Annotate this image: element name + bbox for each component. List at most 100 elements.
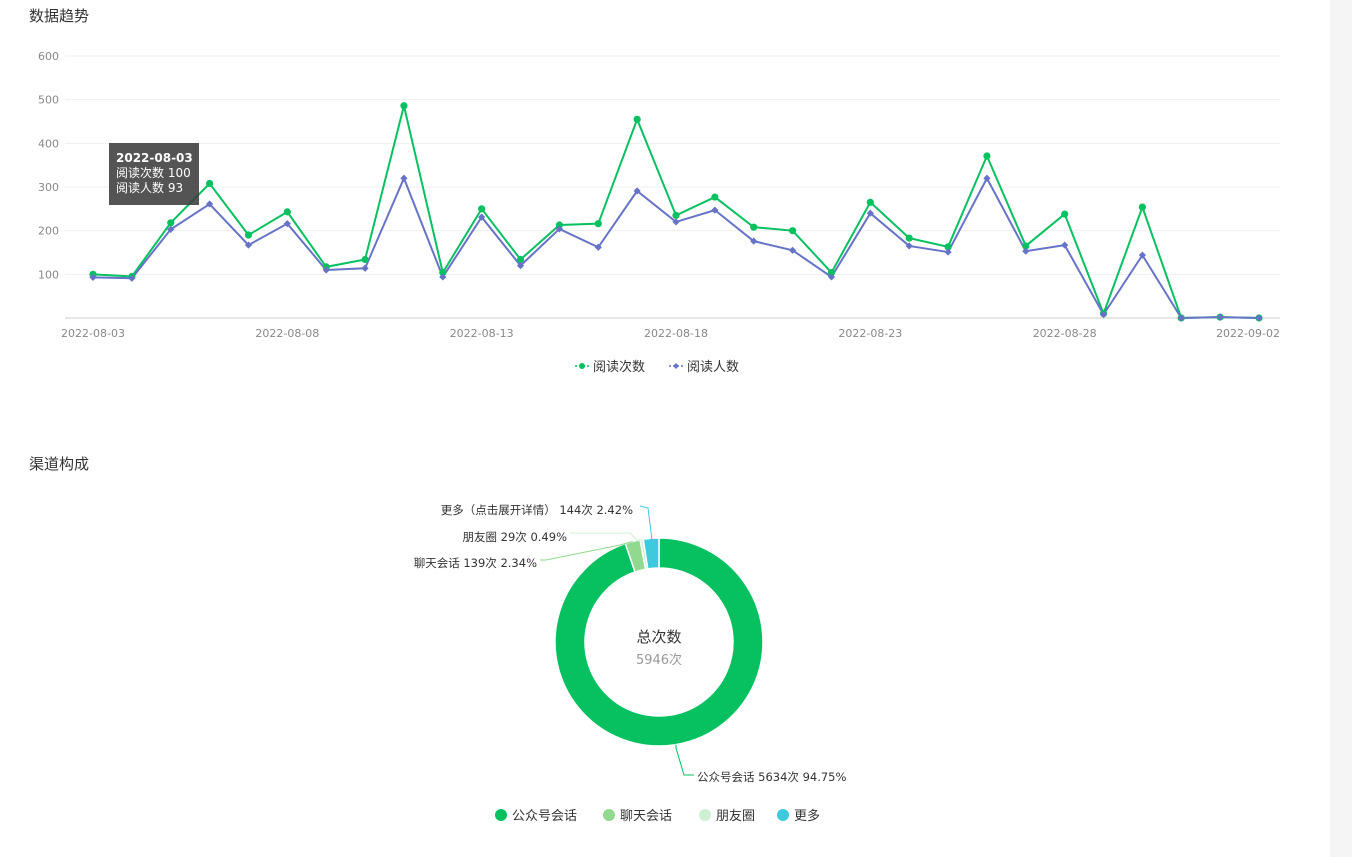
series2-point[interactable] xyxy=(400,174,408,182)
series2-point[interactable] xyxy=(983,174,991,182)
donut-center-label: 总次数 xyxy=(636,628,681,646)
series1-point[interactable] xyxy=(400,102,408,110)
series2-point[interactable] xyxy=(789,246,797,254)
trend-section-title: 数据趋势 xyxy=(29,7,90,25)
x-tick-label: 2022-08-03 xyxy=(61,327,125,340)
legend-slice-label-1[interactable]: 公众号会话 xyxy=(512,809,577,824)
series1-point[interactable] xyxy=(361,255,369,264)
series2-point[interactable] xyxy=(1216,313,1224,321)
y-tick-label: 600 xyxy=(38,50,59,63)
callout-label-1: 公众号会话 5634次 94.75% xyxy=(697,770,846,784)
series1-point[interactable] xyxy=(944,243,952,251)
series1-point[interactable] xyxy=(789,227,797,235)
series2-point[interactable] xyxy=(516,262,525,270)
callout-line-2 xyxy=(540,540,633,561)
series2-point[interactable] xyxy=(711,206,719,214)
series1-point[interactable] xyxy=(827,268,836,277)
series2-point[interactable] xyxy=(167,225,175,233)
series2-point[interactable] xyxy=(439,273,447,281)
x-tick-label: 2022-08-08 xyxy=(255,327,319,340)
series1-point[interactable] xyxy=(905,234,913,242)
legend-series1-label[interactable]: 阅读次数 xyxy=(593,359,645,375)
x-tick-label: 2022-08-13 xyxy=(450,327,514,340)
series1-point[interactable] xyxy=(439,268,447,277)
series2-point[interactable] xyxy=(944,248,952,256)
y-tick-label: 100 xyxy=(38,268,59,281)
series2-point[interactable] xyxy=(322,266,330,274)
legend-slice-label-2[interactable]: 聊天会话 xyxy=(620,809,672,824)
series1-point[interactable] xyxy=(983,152,991,160)
x-tick-label: 2022-08-18 xyxy=(644,327,708,340)
series1-point[interactable] xyxy=(711,193,719,201)
series2-point[interactable] xyxy=(478,213,486,221)
callout-line-1 xyxy=(675,744,694,776)
series2-point[interactable] xyxy=(1022,247,1030,255)
series2-point[interactable] xyxy=(905,242,913,250)
legend-slice-label-3[interactable]: 朋友圈 xyxy=(716,808,755,824)
series2-point[interactable] xyxy=(206,200,214,208)
series2-point[interactable] xyxy=(1099,310,1108,319)
series2-point[interactable] xyxy=(128,274,136,282)
series2-point[interactable] xyxy=(244,241,253,249)
legend-slice-marker-1[interactable] xyxy=(495,809,507,821)
series1-point[interactable] xyxy=(750,223,758,231)
tooltip-line-readers: 阅读人数 93 xyxy=(116,181,184,195)
series1-point[interactable] xyxy=(672,211,680,219)
callout-label-2: 聊天会话 139次 2.34% xyxy=(414,556,537,570)
series1-point[interactable] xyxy=(244,231,253,239)
y-tick-label: 400 xyxy=(38,137,59,150)
series2-point[interactable] xyxy=(1061,241,1069,249)
series1-point[interactable] xyxy=(1022,242,1030,250)
x-tick-label: 2022-09-02 xyxy=(1216,327,1280,340)
series1-point[interactable] xyxy=(167,219,175,227)
series2-point[interactable] xyxy=(1138,251,1146,259)
legend-slice-label-4[interactable]: 更多 xyxy=(794,808,820,824)
series1-point[interactable] xyxy=(594,220,602,228)
channel-section-title: 渠道构成 xyxy=(29,455,90,473)
series1-point[interactable] xyxy=(555,221,564,229)
page-scrollbar[interactable] xyxy=(1330,0,1352,857)
legend-series2-marker[interactable] xyxy=(673,363,679,369)
series1-point[interactable] xyxy=(283,208,291,216)
series2-point[interactable] xyxy=(827,273,836,281)
series1-point[interactable] xyxy=(1138,203,1146,211)
series2-point[interactable] xyxy=(89,273,97,281)
legend-slice-marker-2[interactable] xyxy=(603,809,615,821)
legend-slice-marker-4[interactable] xyxy=(777,809,789,821)
series2-point[interactable] xyxy=(672,218,680,226)
chart-tooltip: 2022-08-03 阅读次数 100 阅读人数 93 xyxy=(109,143,199,205)
callout-label-4[interactable]: 更多（点击展开详情） 144次 2.42% xyxy=(441,503,633,517)
legend-series1-marker[interactable] xyxy=(579,363,585,369)
series2-point[interactable] xyxy=(866,209,874,217)
series2-point[interactable] xyxy=(750,237,758,245)
y-tick-label: 500 xyxy=(38,94,59,107)
series2-point[interactable] xyxy=(633,187,641,195)
series2-point[interactable] xyxy=(1177,314,1185,322)
y-tick-label: 200 xyxy=(38,225,59,238)
series2-point[interactable] xyxy=(1255,314,1263,322)
donut-center-value: 5946次 xyxy=(636,652,682,668)
x-tick-label: 2022-08-23 xyxy=(838,327,902,340)
series1-point[interactable] xyxy=(633,115,641,123)
series2-point[interactable] xyxy=(283,220,291,228)
series2-point[interactable] xyxy=(361,264,369,272)
donut-slice-4[interactable] xyxy=(642,537,660,570)
tooltip-date: 2022-08-03 xyxy=(116,151,193,165)
callout-line-3 xyxy=(570,532,642,541)
series2-point[interactable] xyxy=(555,225,563,233)
series1-point[interactable] xyxy=(516,255,525,264)
y-tick-label: 300 xyxy=(38,181,59,194)
legend-series2-label[interactable]: 阅读人数 xyxy=(687,360,739,375)
series1-point[interactable] xyxy=(478,205,486,213)
legend-slice-marker-3[interactable] xyxy=(699,809,711,821)
series2-point[interactable] xyxy=(594,243,602,251)
donut-slice-1[interactable] xyxy=(554,537,764,747)
series1-point[interactable] xyxy=(866,198,874,206)
x-tick-label: 2022-08-28 xyxy=(1033,327,1097,340)
series-line-2 xyxy=(92,175,1260,320)
tooltip-line-reads: 阅读次数 100 xyxy=(116,166,191,180)
series1-point[interactable] xyxy=(206,179,214,188)
callout-line-4 xyxy=(639,505,653,541)
series1-point[interactable] xyxy=(1061,210,1069,218)
